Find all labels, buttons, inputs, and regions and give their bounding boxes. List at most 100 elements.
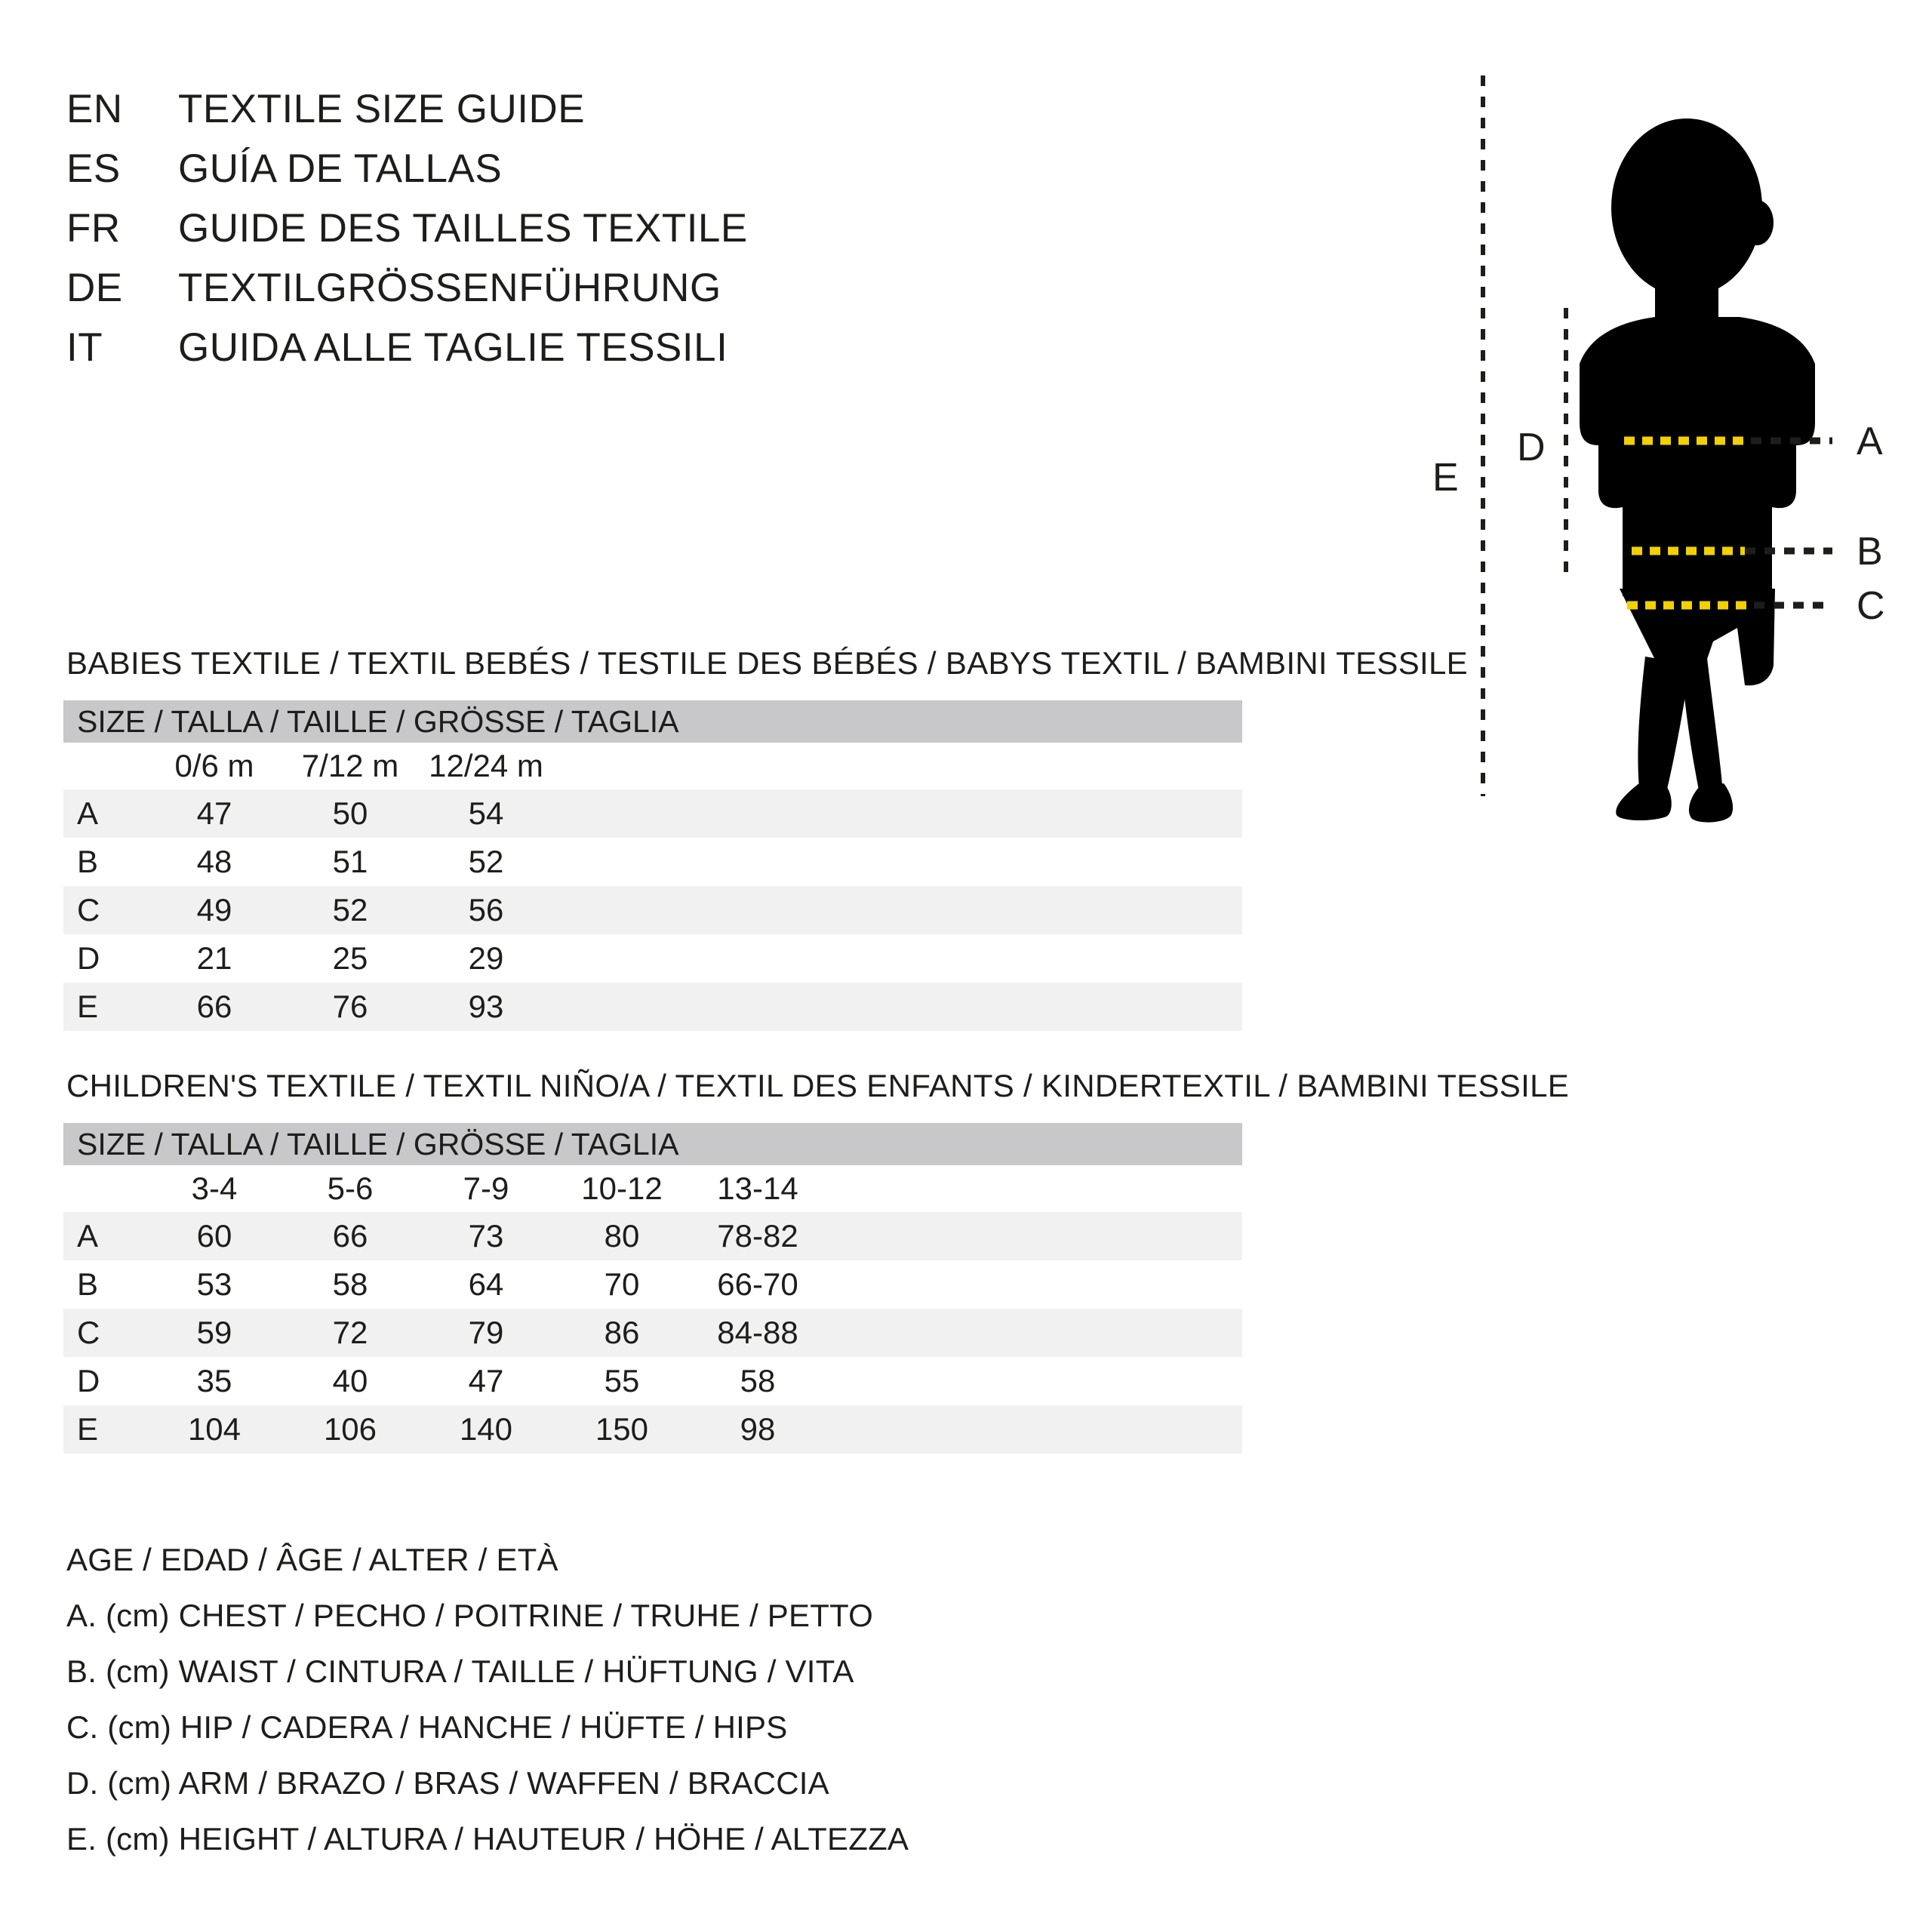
children-cell-b-4: 66-70 xyxy=(717,1266,798,1302)
children-row-label-e: E xyxy=(63,1405,146,1454)
language-row-de: DE TEXTILGRÖSSENFÜHRUNG xyxy=(66,268,1274,328)
language-code-es: ES xyxy=(66,146,121,191)
babies-cell-a-2: 54 xyxy=(418,789,554,838)
children-cell-a-filler xyxy=(826,1212,1243,1260)
children-cell-c-1: 72 xyxy=(282,1309,418,1357)
table-row: A 47 50 54 xyxy=(63,789,1242,838)
babies-row-label-e: E xyxy=(63,983,146,1031)
babies-col-header-2: 12/24 m xyxy=(418,743,554,789)
children-cell-a-4: 78-82 xyxy=(690,1212,826,1260)
babies-cell-e-2: 93 xyxy=(418,983,554,1031)
legend-row-waist: B. (cm) WAIST / CINTURA / TAILLE / HÜFTU… xyxy=(66,1654,854,1689)
table-row: E 104 106 140 150 98 xyxy=(63,1405,1243,1454)
figure-ear xyxy=(1740,200,1774,245)
babies-cell-d-filler xyxy=(554,934,1242,983)
children-col-header-3: 10-12 xyxy=(554,1165,690,1212)
children-cell-b-3: 70 xyxy=(604,1266,640,1302)
children-cell-a-3: 80 xyxy=(554,1212,690,1260)
children-size-table: SIZE / TALLA / TAILLE / GRÖSSE / TAGLIA … xyxy=(63,1123,1243,1454)
babies-cell-e-filler xyxy=(554,983,1242,1031)
measurement-legend: AGE / EDAD / ÂGE / ALTER / ETÀ A. (cm) C… xyxy=(66,1532,1198,1867)
figure-foot-left xyxy=(1616,783,1672,821)
language-row-it: IT GUIDA ALLE TAGLIE TESSILI xyxy=(66,328,1274,387)
language-code-it: IT xyxy=(66,325,103,370)
table-row: A 60 66 73 80 78-82 xyxy=(63,1212,1243,1260)
children-table-header-bar: SIZE / TALLA / TAILLE / GRÖSSE / TAGLIA xyxy=(63,1123,1243,1165)
babies-cell-b-filler xyxy=(554,838,1242,886)
babies-cell-e-1: 76 xyxy=(282,983,418,1031)
babies-cell-c-filler xyxy=(554,886,1242,934)
babies-row-label-d: D xyxy=(77,940,100,976)
babies-cell-a-1: 50 xyxy=(282,789,418,838)
language-title-es: GUÍA DE TALLAS xyxy=(178,146,503,191)
babies-row-label-c: C xyxy=(63,886,146,934)
babies-cell-a-filler xyxy=(554,789,1242,838)
children-row-label-d: D xyxy=(77,1363,100,1398)
babies-cell-c-1: 52 xyxy=(282,886,418,934)
babies-row-label-a: A xyxy=(63,789,146,838)
children-row-label-a: A xyxy=(63,1212,146,1260)
children-cell-e-4: 98 xyxy=(690,1405,826,1454)
children-col-header-filler xyxy=(826,1165,1243,1212)
children-cell-d-3: 55 xyxy=(604,1363,640,1398)
figure-leg-left xyxy=(1638,657,1690,801)
children-row-label-c: C xyxy=(63,1309,146,1357)
children-cell-c-4: 84-88 xyxy=(690,1309,826,1357)
babies-table-header-bar: SIZE / TALLA / TAILLE / GRÖSSE / TAGLIA xyxy=(63,700,1242,743)
babies-size-table: SIZE / TALLA / TAILLE / GRÖSSE / TAGLIA … xyxy=(63,700,1242,1031)
children-col-header-2: 7-9 xyxy=(418,1165,554,1212)
children-cell-b-filler xyxy=(826,1260,1242,1309)
babies-row-label-b: B xyxy=(77,844,99,879)
babies-cell-d-0: 21 xyxy=(196,940,232,976)
children-size-header-label: SIZE / TALLA / TAILLE / GRÖSSE / TAGLIA xyxy=(63,1123,1243,1165)
language-code-en: EN xyxy=(66,87,123,131)
height-marker-label-e: E xyxy=(1432,456,1459,500)
language-title-fr: GUIDE DES TAILLES TEXTILE xyxy=(178,206,748,251)
children-cell-a-1: 66 xyxy=(282,1212,418,1260)
children-cell-b-1: 58 xyxy=(332,1266,368,1302)
babies-col-header-1: 7/12 m xyxy=(282,743,418,789)
children-cell-e-1: 106 xyxy=(282,1405,418,1454)
children-cell-d-1: 40 xyxy=(332,1363,368,1398)
legend-row-age: AGE / EDAD / ÂGE / ALTER / ETÀ xyxy=(66,1542,558,1577)
language-row-es: ES GUÍA DE TALLAS xyxy=(66,149,1274,208)
children-column-header-row: 3-4 5-6 7-9 10-12 13-14 xyxy=(63,1165,1243,1212)
children-corner-cell xyxy=(63,1165,146,1212)
children-cell-c-2: 79 xyxy=(418,1309,554,1357)
figure-foot-right xyxy=(1688,783,1734,823)
table-row: C 49 52 56 xyxy=(63,886,1242,934)
table-row: C 59 72 79 86 84-88 xyxy=(63,1309,1243,1357)
arm-marker-label-d: D xyxy=(1517,426,1546,469)
babies-cell-d-1: 25 xyxy=(332,940,368,976)
figure-torso xyxy=(1580,317,1815,596)
babies-cell-e-0: 66 xyxy=(146,983,282,1031)
babies-cell-a-0: 47 xyxy=(146,789,282,838)
children-cell-c-filler xyxy=(826,1309,1243,1357)
table-row: B 53 58 64 70 66-70 xyxy=(63,1260,1242,1309)
children-cell-a-2: 73 xyxy=(418,1212,554,1260)
language-row-fr: FR GUIDE DES TAILLES TEXTILE xyxy=(66,208,1274,268)
children-cell-d-2: 47 xyxy=(468,1363,504,1398)
children-cell-e-3: 150 xyxy=(554,1405,690,1454)
babies-cell-b-0: 48 xyxy=(196,844,232,879)
babies-size-header-label: SIZE / TALLA / TAILLE / GRÖSSE / TAGLIA xyxy=(63,700,1242,743)
legend-row-arm: D. (cm) ARM / BRAZO / BRAS / WAFFEN / BR… xyxy=(66,1765,829,1801)
children-row-label-b: B xyxy=(77,1266,99,1302)
children-section-title: CHILDREN'S TEXTILE / TEXTIL NIÑO/A / TEX… xyxy=(66,1068,1570,1103)
table-row: E 66 76 93 xyxy=(63,983,1242,1031)
children-col-header-4: 13-14 xyxy=(690,1165,826,1212)
children-cell-d-4: 58 xyxy=(740,1363,776,1398)
babies-col-header-0: 0/6 m xyxy=(146,743,282,789)
table-row: D 21 25 29 xyxy=(63,934,1242,983)
babies-column-header-row: 0/6 m 7/12 m 12/24 m xyxy=(63,743,1242,789)
children-cell-c-0: 59 xyxy=(146,1309,282,1357)
waist-marker-label-b: B xyxy=(1857,530,1883,574)
children-cell-d-filler xyxy=(826,1357,1242,1405)
language-row-en: EN TEXTILE SIZE GUIDE xyxy=(66,89,1274,149)
legend-row-chest: A. (cm) CHEST / PECHO / POITRINE / TRUHE… xyxy=(66,1598,874,1633)
children-cell-d-0: 35 xyxy=(196,1363,232,1398)
language-title-de: TEXTILGRÖSSENFÜHRUNG xyxy=(178,266,721,310)
figure-leg-right xyxy=(1681,658,1723,801)
babies-cell-b-2: 52 xyxy=(468,844,504,879)
children-cell-c-3: 86 xyxy=(554,1309,690,1357)
